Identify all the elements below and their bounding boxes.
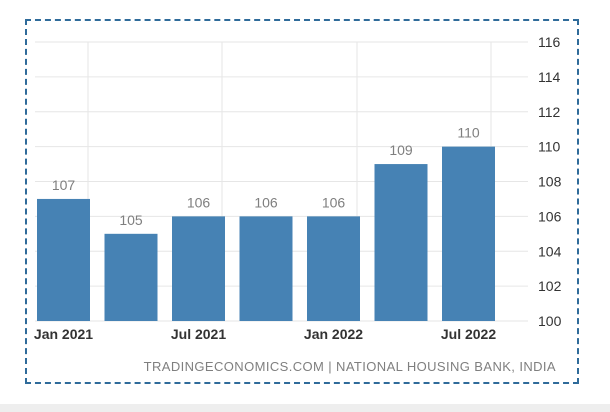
data-labels-group: 107 105 106 106 106 109 110 [52,125,480,228]
bar-oct-2021 [239,216,293,321]
bar-apr-2022 [374,164,428,321]
bar-jan-2021 [37,198,90,321]
bottom-scroll-area [0,404,610,412]
x-axis-ticks: Jan 2021 Jul 2021 Jan 2022 Jul 2022 [34,326,496,342]
y-tick-label-102: 102 [538,278,562,294]
chart-frame [25,19,579,384]
y-tick-label-112: 112 [538,104,561,120]
bar-jul-2022 [442,146,495,321]
y-tick-label-100: 100 [538,313,562,329]
bar-apr-2021 [104,233,158,321]
data-label-6: 110 [457,125,480,141]
data-label-2: 106 [187,194,211,210]
bar-jul-2021 [172,216,225,321]
x-tick-label-1: Jul 2021 [171,326,226,342]
y-tick-label-110: 110 [538,139,561,155]
x-tick-label-3: Jul 2022 [441,326,496,342]
x-tick-label-2: Jan 2022 [304,326,363,342]
data-label-0: 107 [52,177,76,193]
bar-jan-2022 [307,216,360,321]
y-axis-ticks: 100 102 104 106 108 110 112 114 116 [538,34,562,329]
data-label-4: 106 [322,194,346,210]
bars-group [37,146,495,321]
y-tick-label-114: 114 [538,69,561,85]
data-label-1: 105 [119,212,143,228]
data-label-5: 109 [389,142,413,158]
data-label-3: 106 [254,194,278,210]
y-tick-label-104: 104 [538,243,562,259]
y-tick-label-116: 116 [538,34,561,50]
y-tick-label-108: 108 [538,174,562,190]
source-caption: TRADINGECONOMICS.COM | NATIONAL HOUSING … [144,359,556,374]
y-tick-label-106: 106 [538,208,562,224]
x-tick-label-0: Jan 2021 [34,326,93,342]
